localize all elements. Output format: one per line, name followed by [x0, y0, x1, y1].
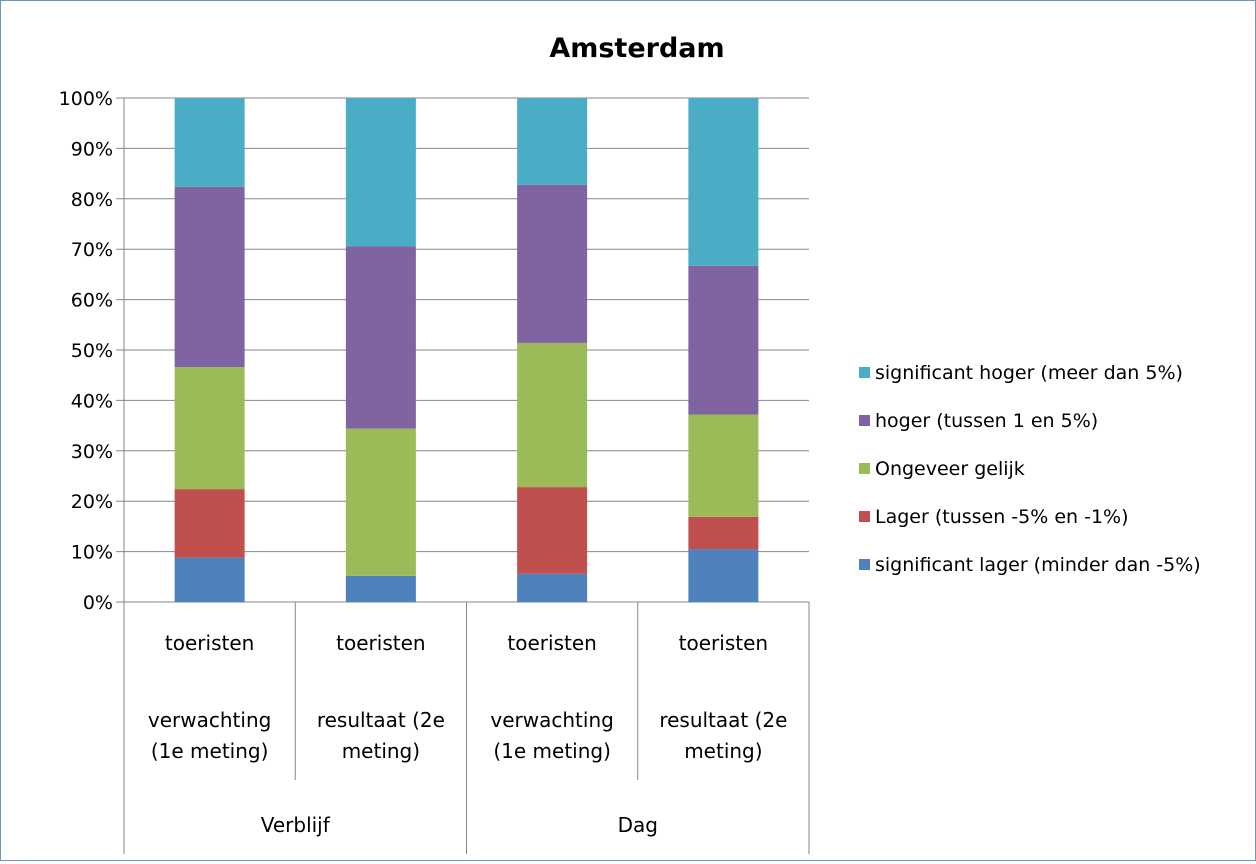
- legend-label: significant hoger (meer dan 5%): [875, 362, 1183, 384]
- x-group-label: Verblijf: [261, 813, 331, 837]
- x-category-label: resultaat (2e: [659, 708, 787, 732]
- bar-segment: [517, 184, 588, 343]
- bar-segment: [174, 557, 245, 602]
- bar-segment: [174, 489, 245, 558]
- legend-label: significant lager (minder dan -5%): [875, 554, 1201, 576]
- bar-segment: [517, 573, 588, 602]
- bars: [174, 98, 759, 602]
- y-tick-label: 10%: [71, 542, 113, 564]
- legend-swatch: [859, 559, 870, 570]
- bar-segment: [688, 414, 759, 517]
- x-category-label: toeristen: [336, 631, 425, 655]
- x-category-label: verwachting: [148, 708, 271, 732]
- x-group-label: Dag: [618, 813, 658, 837]
- bar-segment: [517, 342, 588, 488]
- bar-segment: [345, 575, 416, 602]
- x-category-label: meting): [342, 739, 420, 763]
- chart-title: Amsterdam: [549, 33, 724, 64]
- y-tick-label: 70%: [71, 239, 113, 261]
- y-tick-label: 100%: [59, 88, 113, 110]
- bar-segment: [174, 367, 245, 490]
- bar-segment: [174, 98, 245, 187]
- y-tick-label: 30%: [71, 441, 113, 463]
- bar-segment: [345, 98, 416, 247]
- y-tick-label: 80%: [71, 189, 113, 211]
- y-axis-ticks: 0% 10% 20% 30% 40% 50% 60% 70% 80% 90% 100%: [59, 88, 113, 614]
- bar-segment: [517, 98, 588, 185]
- bar-segment: [517, 487, 588, 574]
- x-category-label: toeristen: [679, 631, 768, 655]
- y-tick-label: 90%: [71, 138, 113, 160]
- x-category-label: (1e meting): [151, 739, 269, 763]
- legend-label: hoger (tussen 1 en 5%): [875, 410, 1098, 432]
- legend-label: Ongeveer gelijk: [875, 458, 1025, 480]
- y-tick-label: 50%: [71, 340, 113, 362]
- x-category-label: resultaat (2e: [317, 708, 445, 732]
- y-tick-label: 20%: [71, 491, 113, 513]
- y-tick-label: 40%: [71, 390, 113, 412]
- x-category-label: meting): [684, 739, 762, 763]
- x-category-label: (1e meting): [493, 739, 611, 763]
- bar-segment: [345, 428, 416, 576]
- x-category-label: verwachting: [490, 708, 613, 732]
- legend-label: Lager (tussen -5% en -1%): [875, 506, 1129, 528]
- legend-swatch: [859, 511, 870, 522]
- bar-segment: [688, 265, 759, 415]
- legend-swatch: [859, 415, 870, 426]
- bar-segment: [688, 549, 759, 602]
- bar-segment: [174, 186, 245, 368]
- y-tick-label: 60%: [71, 290, 113, 312]
- y-tick-label: 0%: [83, 592, 113, 614]
- bar-segment: [345, 246, 416, 429]
- x-category-label: toeristen: [165, 631, 254, 655]
- legend: significant hoger (meer dan 5%) hoger (tu…: [859, 362, 1201, 576]
- legend-swatch: [859, 463, 870, 474]
- x-category-label: toeristen: [507, 631, 596, 655]
- x-axis: toeristen verwachting (1e meting) toeristen…: [123, 602, 810, 854]
- bar-segment: [688, 516, 759, 550]
- legend-swatch: [859, 367, 870, 378]
- bar-segment: [688, 98, 759, 266]
